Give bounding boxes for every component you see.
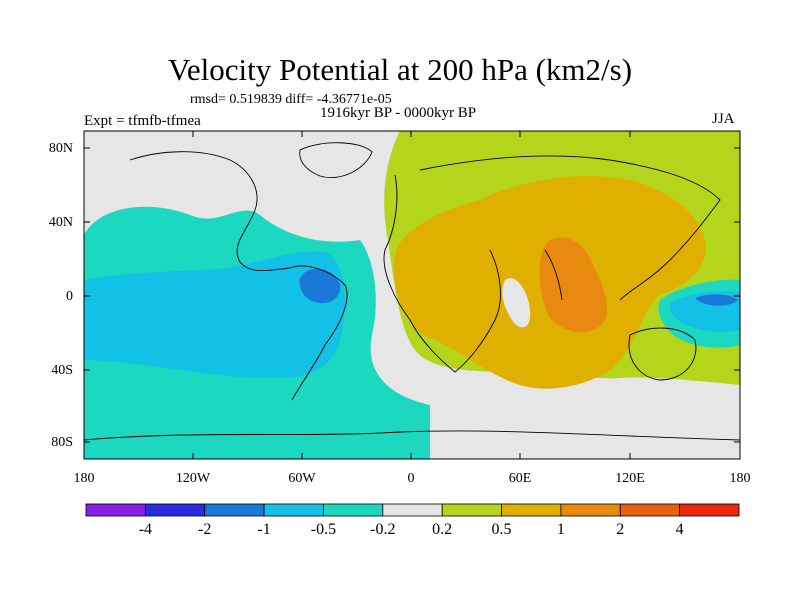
- experiment-label: Expt = tfmfb-tfmea: [84, 113, 201, 129]
- plot-frame: [83, 130, 741, 460]
- negative-region-tropics: [84, 251, 345, 379]
- lat-tick-label: 40S: [51, 363, 73, 378]
- colorbar-swatch: [263, 503, 324, 517]
- neutral-hole-east-africa: [502, 278, 531, 328]
- axis-ticks: [83, 131, 741, 459]
- lon-tick-label: 0: [407, 471, 415, 486]
- lon-tick-label: 60W: [288, 471, 316, 486]
- lat-tick-label: 80S: [51, 435, 73, 450]
- coastlines: [84, 142, 740, 441]
- positive-core-india: [539, 237, 607, 333]
- coast-india: [544, 249, 563, 301]
- lon-tick-label: 120E: [615, 471, 645, 486]
- season-label: JJA: [712, 111, 735, 127]
- colorbar-label: 0.5: [491, 521, 512, 538]
- lat-tick-label: 80N: [48, 141, 73, 156]
- lat-tick-label: 0: [66, 289, 73, 304]
- colorbar-label: -4: [138, 521, 153, 538]
- colorbar-label: -2: [198, 521, 212, 538]
- colorbar-swatch: [441, 503, 502, 517]
- colorbar-label: 0.2: [432, 521, 453, 538]
- colorbar-swatch: [501, 503, 562, 517]
- lon-tick-label: 60E: [508, 471, 532, 486]
- colorbar-swatch: [560, 503, 621, 517]
- colorbar-label: -0.5: [310, 521, 337, 538]
- lat-tick-label: 40N: [48, 215, 73, 230]
- colorbar: [85, 503, 740, 517]
- lon-tick-label: 120W: [175, 471, 211, 486]
- colorbar-label: 1: [556, 521, 565, 538]
- negative-core-amazon: [299, 268, 341, 304]
- coast-australia: [628, 327, 697, 381]
- period-label: 1916kyr BP - 0000kyr BP: [320, 105, 477, 121]
- lon-tick-label: 180: [729, 471, 751, 486]
- stats-line: rmsd= 0.519839 diff= -4.36771e-05: [190, 92, 392, 107]
- colorbar-swatch: [382, 503, 443, 517]
- velocity-potential-field: [84, 131, 740, 459]
- coast-south-america: [289, 265, 348, 401]
- coast-north-america: [129, 151, 291, 272]
- colorbar-swatch: [679, 503, 740, 517]
- colorbar-swatch: [85, 503, 146, 517]
- colorbar-swatch: [619, 503, 681, 517]
- colorbar-swatch: [144, 503, 206, 517]
- coast-greenland: [299, 142, 373, 178]
- coast-europe-africa: [383, 174, 501, 373]
- colorbar-swatch: [204, 503, 265, 517]
- map-title: Velocity Potential at 200 hPa (km2/s): [167, 52, 633, 87]
- lon-tick-label: 180: [73, 471, 95, 486]
- colorbar-label: 4: [675, 521, 684, 538]
- coast-asia: [419, 155, 721, 301]
- colorbar-label: -0.2: [370, 521, 396, 538]
- coast-antarctica: [84, 430, 740, 441]
- colorbar-swatch: [323, 503, 384, 517]
- colorbar-label: -1: [257, 521, 271, 538]
- colorbar-label: 2: [616, 521, 625, 538]
